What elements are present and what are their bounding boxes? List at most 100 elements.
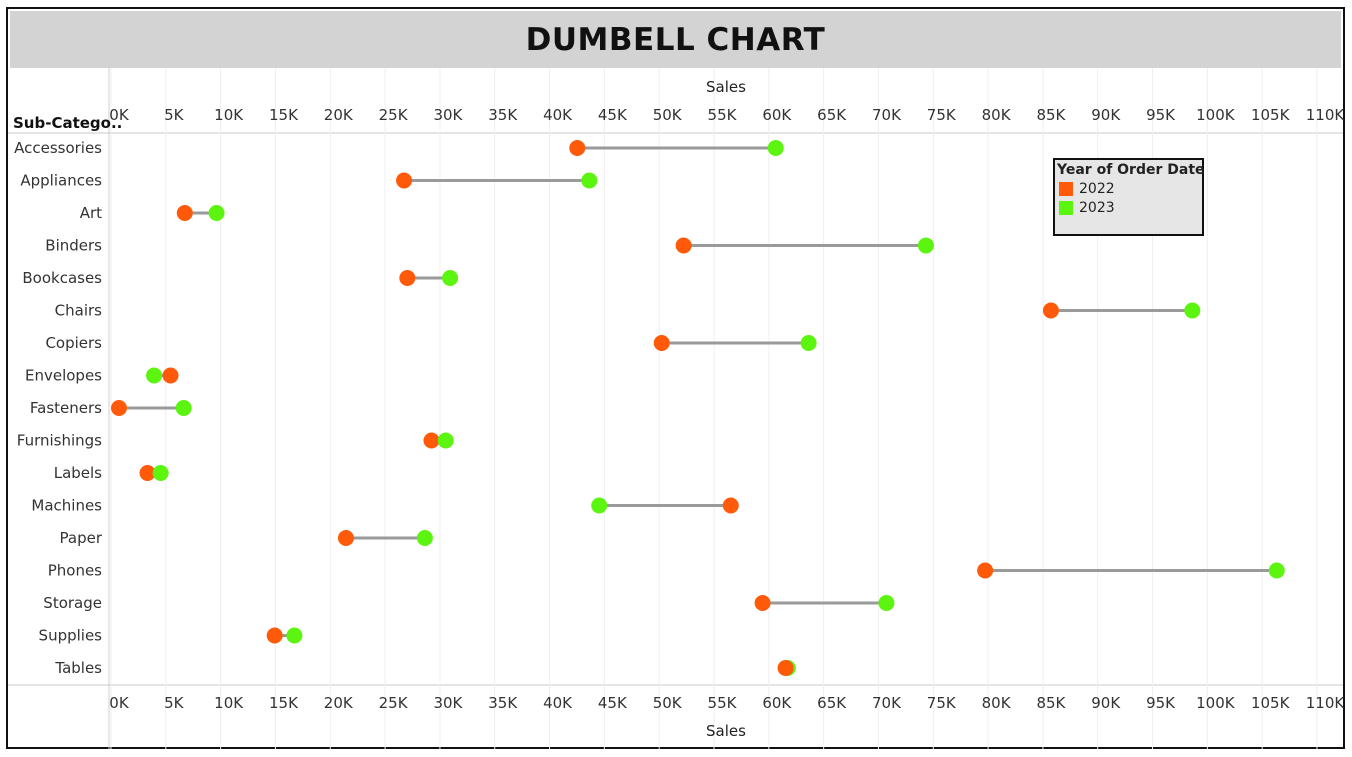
x-tick-label-bottom: 40K [543, 694, 573, 712]
point-2022[interactable] [777, 660, 794, 676]
row-accessories: Accessories [14, 139, 784, 157]
x-tick-label-bottom: 75K [927, 694, 957, 712]
point-2023[interactable] [175, 400, 192, 416]
x-tick-label-bottom: 105K [1251, 694, 1291, 712]
row-supplies: Supplies [39, 627, 303, 645]
x-tick-label-bottom: 85K [1036, 694, 1066, 712]
point-2023[interactable] [767, 140, 784, 156]
x-tick-label-bottom: 0K [109, 694, 130, 712]
x-tick-label-top: 80K [982, 106, 1012, 124]
x-tick-label-top: 20K [324, 106, 354, 124]
category-label: Tables [54, 659, 102, 677]
x-tick-label-top: 40K [543, 106, 573, 124]
x-tick-label-bottom: 30K [433, 694, 463, 712]
row-fasteners: Fasteners [30, 399, 192, 417]
x-tick-label-top: 70K [872, 106, 902, 124]
x-tick-label-top: 75K [927, 106, 957, 124]
row-storage: Storage [43, 594, 895, 612]
x-tick-label-bottom: 55K [708, 694, 738, 712]
row-bookcases: Bookcases [22, 269, 459, 287]
x-tick-label-bottom: 100K [1196, 694, 1236, 712]
category-label: Furnishings [17, 432, 102, 450]
point-2023[interactable] [437, 432, 454, 449]
x-tick-label-top: 0K [109, 106, 130, 124]
point-2022[interactable] [722, 497, 739, 514]
row-tables: Tables [54, 659, 796, 677]
point-2022[interactable] [162, 367, 179, 384]
x-tick-label-bottom: 65K [817, 694, 847, 712]
x-tick-label-bottom: 15K [269, 694, 299, 712]
legend-item-2022[interactable]: 2022 [1059, 181, 1202, 197]
point-2022[interactable] [675, 237, 692, 254]
point-2022[interactable] [1042, 302, 1059, 319]
row-phones: Phones [48, 562, 1285, 580]
category-label: Supplies [39, 627, 103, 645]
x-tick-label-bottom: 5K [164, 694, 185, 712]
point-2023[interactable] [1184, 302, 1201, 319]
point-2023[interactable] [581, 172, 598, 189]
x-tick-label-bottom: 20K [324, 694, 354, 712]
point-2022[interactable] [266, 627, 283, 644]
point-2023[interactable] [286, 627, 303, 644]
point-2023[interactable] [878, 595, 895, 611]
row-appliances: Appliances [20, 172, 598, 190]
row-header: Sub-Catego.. [13, 114, 122, 132]
category-label: Phones [48, 562, 102, 580]
x-tick-label-top: 95K [1146, 106, 1176, 124]
point-2023[interactable] [917, 237, 934, 254]
point-2022[interactable] [653, 335, 670, 351]
x-tick-label-bottom: 10K [214, 694, 244, 712]
point-2022[interactable] [176, 205, 193, 221]
point-2022[interactable] [977, 562, 994, 579]
point-2022[interactable] [423, 432, 440, 449]
legend-item-2023[interactable]: 2023 [1059, 200, 1202, 216]
x-tick-label-bottom: 95K [1146, 694, 1176, 712]
x-tick-label-top: 110K [1306, 106, 1346, 124]
x-axis-title-top: Sales [706, 78, 746, 96]
point-2023[interactable] [416, 530, 433, 546]
x-tick-label-bottom: 90K [1091, 694, 1121, 712]
point-2023[interactable] [146, 367, 163, 384]
x-tick-label-top: 10K [214, 106, 244, 124]
x-axis-title-bottom: Sales [706, 722, 746, 740]
category-label: Paper [60, 529, 103, 547]
x-tick-label-top: 5K [164, 106, 185, 124]
row-labels: Labels [54, 464, 169, 482]
category-label: Accessories [14, 139, 102, 157]
point-2022[interactable] [399, 270, 416, 286]
point-2022[interactable] [569, 140, 586, 156]
x-tick-label-bottom: 45K [598, 694, 628, 712]
point-2023[interactable] [1268, 562, 1285, 579]
axis-layer: Sales Sales Sub-Catego.. 0K 0K 5K 5K 10K 10K 1… [13, 78, 1345, 740]
x-tick-label-top: 60K [762, 106, 792, 124]
category-label: Envelopes [25, 367, 102, 385]
point-2023[interactable] [800, 335, 817, 351]
point-2022[interactable] [396, 172, 413, 189]
x-tick-label-top: 45K [598, 106, 628, 124]
x-tick-label-bottom: 110K [1306, 694, 1346, 712]
row-paper: Paper [60, 529, 433, 547]
point-2022[interactable] [337, 530, 354, 546]
x-tick-label-top: 55K [708, 106, 738, 124]
row-copiers: Copiers [45, 334, 817, 352]
chart-title: DUMBELL CHART [525, 21, 826, 58]
legend-swatch-2022 [1059, 182, 1073, 196]
row-machines: Machines [31, 497, 739, 515]
x-tick-label-top: 35K [488, 106, 518, 124]
category-label: Storage [43, 594, 102, 612]
category-label: Machines [31, 497, 102, 515]
point-2023[interactable] [442, 270, 459, 286]
category-label: Labels [54, 464, 102, 482]
point-2023[interactable] [152, 465, 169, 481]
point-2023[interactable] [591, 497, 608, 514]
point-2022[interactable] [139, 465, 156, 481]
point-2022[interactable] [111, 400, 127, 416]
point-2022[interactable] [754, 595, 771, 611]
point-2023[interactable] [208, 205, 225, 221]
legend[interactable]: Year of Order Date 2022 2023 [1053, 158, 1205, 236]
category-label: Fasteners [30, 399, 102, 417]
x-tick-label-top: 105K [1251, 106, 1291, 124]
x-tick-label-bottom: 80K [982, 694, 1012, 712]
x-tick-label-bottom: 25K [379, 694, 409, 712]
legend-title: Year of Order Date [1057, 162, 1205, 178]
